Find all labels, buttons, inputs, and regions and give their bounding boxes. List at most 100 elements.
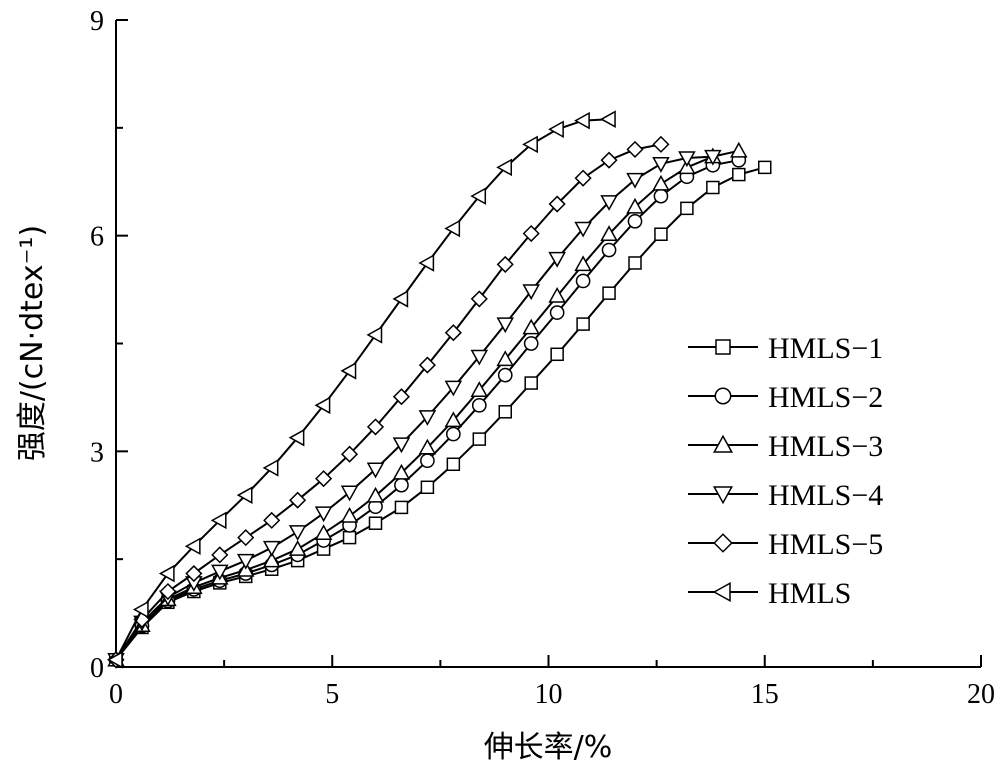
data-point: [340, 362, 357, 380]
legend-label: HMLS−2: [768, 381, 883, 414]
data-point: [601, 242, 617, 258]
legend-marker: [712, 581, 731, 603]
legend-marker: [714, 387, 732, 405]
data-point: [496, 350, 515, 367]
data-point: [262, 551, 281, 568]
data-point: [600, 151, 618, 169]
data-point: [392, 437, 411, 454]
data-point: [446, 457, 461, 472]
data-point: [418, 254, 435, 272]
data-point: [158, 564, 175, 583]
data-point: [444, 411, 463, 428]
data-point: [211, 564, 229, 581]
data-point: [627, 213, 643, 229]
data-point: [652, 174, 670, 191]
legend: HMLS−1 HMLS−2 HMLS−3 HMLS−4 HMLS−5 HMLS: [688, 332, 883, 610]
data-point: [185, 564, 203, 583]
data-point: [262, 540, 281, 557]
data-point: [342, 530, 357, 545]
data-point: [653, 188, 669, 204]
y-tick-label: 6: [90, 222, 104, 253]
data-point: [289, 491, 307, 509]
data-point: [471, 397, 487, 413]
data-point: [470, 381, 489, 397]
axis-ticks: 0 5 10 15 20 0 3 6 9: [90, 6, 995, 710]
x-axis-title: 伸长率/%: [484, 730, 613, 765]
data-point: [524, 376, 538, 390]
data-point: [522, 224, 540, 243]
series-line: [115, 155, 713, 661]
series-line: [115, 143, 662, 661]
data-point: [340, 445, 359, 463]
x-tick-label: 0: [109, 679, 123, 710]
legend-label: HMLS−5: [768, 528, 883, 561]
data-point: [366, 486, 385, 503]
data-point: [496, 317, 515, 334]
data-point: [366, 418, 385, 436]
data-point: [472, 432, 487, 446]
legend-marker: [712, 434, 734, 453]
data-point: [420, 480, 435, 495]
y-tick-label: 0: [90, 653, 104, 684]
data-point: [549, 305, 565, 320]
data-point: [288, 540, 307, 556]
data-point: [366, 462, 385, 479]
data-point: [652, 135, 670, 153]
data-point: [444, 380, 463, 397]
legend-label: HMLS−3: [768, 430, 883, 463]
legend-item: HMLS−3: [688, 430, 883, 463]
data-point: [211, 546, 229, 564]
data-point: [288, 428, 305, 447]
data-point: [654, 227, 668, 241]
data-point: [626, 140, 644, 158]
legend-item: HMLS−2: [688, 381, 883, 414]
data-point: [392, 388, 411, 406]
x-tick-label: 15: [751, 679, 779, 710]
data-point: [420, 453, 435, 469]
data-point: [600, 225, 618, 241]
data-point: [550, 347, 564, 362]
data-point: [210, 511, 227, 530]
data-point: [236, 553, 255, 570]
data-point: [548, 195, 566, 213]
data-point: [626, 197, 644, 214]
data-point: [576, 317, 590, 331]
data-point: [730, 141, 748, 158]
data-point: [522, 135, 538, 154]
data-point: [522, 284, 540, 301]
data-point: [392, 463, 411, 480]
data-point: [548, 251, 566, 268]
data-point: [366, 326, 383, 344]
data-point: [106, 651, 123, 669]
data-point: [680, 201, 694, 216]
legend-item: HMLS−5: [688, 528, 883, 561]
legend-marker: [713, 533, 733, 553]
data-point: [758, 160, 772, 175]
data-point: [496, 255, 514, 273]
series-6: [106, 110, 616, 669]
data-point: [575, 273, 591, 289]
data-point: [446, 426, 461, 442]
data-point: [418, 410, 437, 426]
x-tick-label: 5: [325, 679, 339, 710]
series-line: [115, 159, 739, 661]
data-point: [418, 356, 436, 374]
data-point: [498, 405, 512, 419]
data-point: [652, 157, 670, 173]
data-point: [626, 172, 644, 189]
data-point: [523, 336, 539, 351]
legend-label: HMLS: [768, 577, 851, 610]
y-tick-label: 9: [90, 6, 104, 37]
legend-label: HMLS−1: [768, 332, 883, 365]
x-tick-label: 10: [535, 679, 563, 710]
data-point: [314, 396, 331, 415]
data-point: [394, 500, 409, 515]
data-point: [314, 524, 333, 541]
data-point: [574, 221, 592, 238]
y-tick-label: 3: [90, 437, 104, 468]
data-point: [678, 151, 696, 168]
data-point: [497, 367, 513, 383]
data-point: [444, 219, 461, 238]
x-tick-label: 20: [967, 679, 995, 710]
